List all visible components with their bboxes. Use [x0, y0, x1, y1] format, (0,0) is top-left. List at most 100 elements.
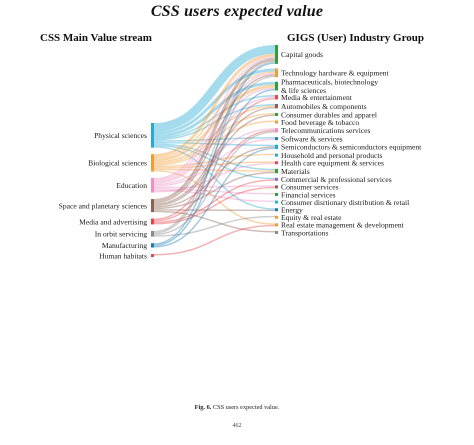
link-biological-sciences-to-real-estate-management-and-development — [153, 170, 276, 225]
link-media-and-advertising-to-commercial-and-professional-services — [153, 179, 276, 223]
link-biological-sciences-to-capital-goods — [153, 53, 276, 158]
link-manufacturing-to-pharmaceuticals-biotechnology-and-life-sciences — [153, 89, 276, 247]
link-media-and-advertising-to-media-and-entertainment — [153, 97, 276, 221]
link-education-to-telecommunications-services — [153, 128, 276, 186]
target-label-capital-goods: Capital goods — [281, 50, 323, 59]
target-label-transportations: Transportations — [281, 228, 328, 237]
target-node-energy — [275, 208, 278, 212]
link-manufacturing-to-capital-goods — [153, 62, 276, 245]
target-node-capital-goods — [275, 45, 278, 64]
target-label-food-beverage-and-tobacco: Food beverage & tobacco — [281, 118, 359, 127]
link-education-to-financial-services — [153, 188, 276, 195]
link-space-and-planetary-sciences-to-transportations — [153, 210, 276, 233]
link-education-to-consumer-disrtionary-distribution-and-retail — [153, 189, 276, 203]
target-label-pharmaceuticals-biotechnology-and-life-sciences-line-2: & life sciences — [281, 86, 326, 95]
link-biological-sciences-to-materials — [153, 168, 276, 172]
link-education-to-capital-goods — [153, 56, 276, 180]
target-label-financial-services: Financial services — [281, 190, 336, 199]
link-physical-sciences-to-pharmaceuticals-biotechnology-and-life-sciences — [153, 81, 276, 138]
link-in-orbit-servicing-to-telecommunications-services — [153, 131, 276, 236]
link-space-and-planetary-sciences-to-materials — [153, 171, 276, 210]
source-label-education: Education — [116, 181, 147, 190]
target-label-software-and-services: Software & services — [281, 134, 343, 143]
target-label-semiconductors-and-semiconductors-equipment: Semiconductors & semiconductors equipmen… — [281, 143, 422, 152]
link-physical-sciences-to-semiconductors-and-semiconductors-equipment — [153, 141, 276, 147]
link-biological-sciences-to-household-and-personal-products — [153, 153, 276, 168]
target-label-telecommunications-services: Telecommunications services — [281, 126, 371, 135]
link-in-orbit-servicing-to-technology-hardware-and-equipment — [153, 75, 276, 234]
figure-caption: Fig. 6. CSS users expected value. — [0, 404, 474, 411]
link-in-orbit-servicing-to-capital-goods — [153, 60, 276, 233]
link-physical-sciences-to-energy — [153, 146, 276, 210]
link-physical-sciences-to-media-and-entertainment — [153, 95, 276, 139]
target-node-materials — [275, 168, 278, 174]
target-node-food-beverage-and-tobacco — [275, 120, 278, 124]
source-node-physical-sciences — [151, 123, 154, 148]
link-space-and-planetary-sciences-to-semiconductors-and-semiconductors-equipment — [153, 146, 276, 208]
target-node-health-care-equipment-and-services — [275, 161, 278, 165]
target-node-transportations — [275, 231, 278, 234]
target-node-real-estate-management-and-development — [275, 223, 278, 227]
link-physical-sciences-to-commercial-and-professional-services — [153, 144, 276, 180]
target-label-materials: Materials — [281, 167, 310, 176]
link-education-to-media-and-entertainment — [153, 96, 276, 184]
source-node-media-and-advertising — [151, 218, 154, 225]
link-biological-sciences-to-pharmaceuticals-biotechnology-and-life-sciences — [153, 84, 276, 162]
figure-title: CSS users expected value — [150, 3, 324, 20]
link-media-and-advertising-to-telecommunications-services — [153, 129, 276, 222]
link-physical-sciences-to-technology-hardware-and-equipment — [153, 68, 276, 135]
link-space-and-planetary-sciences-to-capital-goods — [153, 58, 276, 202]
link-biological-sciences-to-technology-hardware-and-equipment — [153, 71, 276, 159]
link-education-to-health-care-equipment-and-services — [153, 162, 276, 193]
target-label-consumer-services: Consumer services — [281, 183, 339, 192]
page-number: 462 — [232, 423, 242, 429]
target-node-media-and-entertainment — [275, 95, 278, 100]
target-node-financial-services — [275, 193, 278, 196]
link-biological-sciences-to-automobiles-and-components — [153, 105, 276, 163]
source-label-media-and-advertising: Media and advertising — [79, 217, 147, 226]
link-in-orbit-servicing-to-equity-and-real-estate — [153, 215, 276, 237]
target-node-automobiles-and-components — [275, 104, 278, 109]
caption-label: Fig. 6. — [194, 404, 212, 411]
source-label-human-habitats: Human habitats — [99, 251, 147, 260]
link-biological-sciences-to-consumer-durables-and-apparel — [153, 112, 276, 165]
source-node-biological-sciences — [151, 154, 154, 172]
link-space-and-planetary-sciences-to-consumer-durables-and-apparel — [153, 114, 276, 207]
target-node-consumer-durables-and-apparel — [275, 112, 278, 116]
caption-text: CSS users expected value. — [212, 404, 280, 411]
target-label-equity-and-real-estate: Equity & real estate — [281, 213, 342, 222]
link-physical-sciences-to-capital-goods — [153, 45, 276, 132]
link-manufacturing-to-semiconductors-and-semiconductors-equipment — [153, 147, 276, 248]
link-human-habitats-to-real-estate-management-and-development — [153, 224, 276, 256]
link-biological-sciences-to-health-care-equipment-and-services — [153, 161, 276, 169]
target-label-technology-hardware-and-equipment: Technology hardware & equipment — [281, 69, 390, 78]
source-label-space-and-planetary-sciences: Space and planetary sciences — [59, 201, 147, 210]
target-label-media-and-entertainment: Media & entertainment — [281, 93, 353, 102]
link-media-and-advertising-to-consumer-services — [153, 186, 276, 225]
target-label-consumer-disrtionary-distribution-and-retail: Consumer disrtionary distribution & reta… — [281, 198, 409, 207]
target-node-consumer-disrtionary-distribution-and-retail — [275, 200, 278, 204]
source-label-biological-sciences: Biological sciences — [88, 159, 147, 168]
sankey-links — [153, 45, 276, 256]
link-physical-sciences-to-automobiles-and-components — [153, 104, 276, 141]
target-label-automobiles-and-components: Automobiles & components — [281, 102, 367, 111]
link-biological-sciences-to-food-beverage-and-tobacco — [153, 120, 276, 166]
source-node-space-and-planetary-sciences — [151, 199, 154, 213]
source-node-human-habitats — [151, 254, 154, 258]
target-node-telecommunications-services — [275, 128, 278, 133]
link-space-and-planetary-sciences-to-technology-hardware-and-equipment — [153, 74, 276, 204]
link-education-to-pharmaceuticals-biotechnology-and-life-sciences — [153, 87, 276, 183]
target-label-health-care-equipment-and-services: Health care equipment & services — [281, 159, 384, 168]
target-node-equity-and-real-estate — [275, 215, 278, 219]
target-label-real-estate-management-and-development: Real estate management & development — [281, 221, 405, 230]
target-label-consumer-durables-and-apparel: Consumer durables and apparel — [281, 110, 377, 119]
source-label-manufacturing: Manufacturing — [102, 241, 147, 250]
target-label-household-and-personal-products: Household and personal products — [281, 151, 382, 160]
source-label-in-orbit-servicing: In orbit servicing — [95, 230, 148, 239]
target-label-pharmaceuticals-biotechnology-and-life-sciences-line-1: Pharmaceuticals, biotechnology — [281, 78, 378, 87]
target-node-software-and-services — [275, 137, 278, 141]
target-node-household-and-personal-products — [275, 153, 278, 157]
target-label-energy: Energy — [281, 206, 303, 215]
target-label-commercial-and-professional-services: Commercial & professional services — [281, 175, 392, 184]
